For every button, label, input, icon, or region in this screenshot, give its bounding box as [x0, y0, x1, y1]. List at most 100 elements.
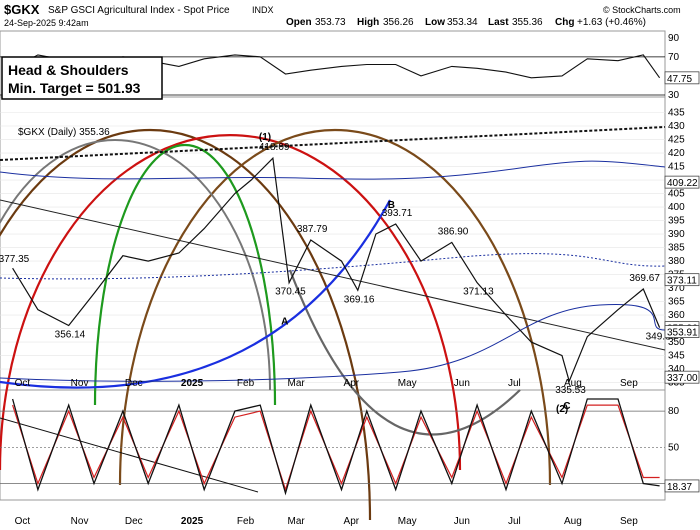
price-label-9: 335.53 — [555, 385, 586, 396]
cycle-arc-2 — [118, 128, 552, 486]
price-label-5: 369.16 — [344, 294, 375, 305]
cycle-arc-4 — [93, 143, 277, 406]
cycle-trough-arc — [288, 269, 521, 436]
open-value: 353.73 — [315, 17, 346, 28]
price-label-7: 386.90 — [438, 226, 469, 237]
annotation-line-1: Head & Shoulders — [8, 62, 129, 78]
price-x-label-7: May — [398, 378, 417, 389]
upper-band — [0, 160, 666, 180]
price-y-tick-18: 425 — [668, 135, 685, 146]
price-label-2: 418.09 — [259, 142, 290, 153]
blue-cycle-arc — [0, 199, 391, 389]
price-y-tick-5: 360 — [668, 310, 685, 321]
price-label-3: 387.79 — [297, 224, 328, 235]
upper-value-tag-box — [664, 71, 700, 85]
cycle-arc-0 — [0, 128, 372, 521]
upper-y-tick-0: 30 — [668, 90, 680, 101]
price-value-tag-1: 373.11 — [667, 276, 697, 287]
lower-value-tag: 18.37 — [667, 482, 692, 493]
neckline-dotted — [0, 126, 666, 161]
price-grid — [0, 112, 665, 383]
lower-x-label-7: May — [398, 516, 417, 527]
price-y-tick-13: 400 — [668, 202, 685, 213]
price-label-8: 371.13 — [463, 287, 494, 298]
price-y-tick-12: 395 — [668, 216, 685, 227]
price-x-label-11: Sep — [620, 378, 638, 389]
price-value-tag-4-box — [664, 370, 700, 384]
price-y-tick-6: 365 — [668, 297, 685, 308]
price-label-4: 370.45 — [275, 287, 306, 298]
upper-y-tick-2: 70 — [668, 52, 680, 63]
price-y-tick-17: 420 — [668, 148, 685, 159]
pattern-annotation: Head & Shoulders Min. Target = 501.93 — [1, 56, 163, 100]
annotation-line-2: Min. Target = 501.93 — [8, 80, 141, 96]
price-y-tick-16: 415 — [668, 162, 685, 173]
lower-x-label-1: Nov — [71, 516, 89, 527]
price-label-0: 377.35 — [0, 254, 30, 265]
price-y-tick-3: 350 — [668, 337, 685, 348]
price-y-tick-10: 385 — [668, 243, 685, 254]
price-label-11: 349.90 — [646, 332, 677, 343]
lower-x-label-5: Mar — [288, 516, 306, 527]
price-value-tag-0: 409.22 — [667, 178, 698, 189]
price-legend: $GKX (Daily) 355.36 — [18, 127, 110, 138]
chg-value: +1.63 (+0.46%) — [577, 17, 646, 28]
chart-header: $GKX S&P GSCI Agricultural Index - Spot … — [4, 2, 681, 28]
lower-band — [0, 303, 666, 382]
lower-x-label-0: Oct — [15, 516, 31, 527]
price-x-label-8: Jun — [454, 378, 470, 389]
price-value-tag-0-box — [664, 175, 700, 189]
cycle-arcs — [0, 126, 666, 521]
cycle-arc-3 — [0, 139, 271, 391]
price-y-tick-11: 390 — [668, 229, 685, 240]
last-label: Last — [488, 17, 509, 28]
lower-x-label-3: 2025 — [181, 516, 204, 527]
upper-value-tag: 47.75 — [667, 74, 692, 85]
low-label: Low — [425, 17, 445, 28]
annotation-box — [1, 56, 163, 100]
price-x-label-6: Apr — [344, 378, 360, 389]
middle-band — [0, 253, 666, 280]
high-label: High — [357, 17, 379, 28]
price-y-tick-1: 340 — [668, 364, 685, 375]
price-x-label-5: Mar — [288, 378, 306, 389]
price-x-label-3: 2025 — [181, 378, 204, 389]
price-x-label-4: Feb — [237, 378, 255, 389]
lower-x-label-10: Aug — [564, 516, 582, 527]
chg-label: Chg — [555, 17, 574, 28]
price-label-1: 356.14 — [55, 330, 86, 341]
high-value: 356.26 — [383, 17, 414, 28]
wave-label-a: A — [281, 317, 288, 328]
price-value-tag-3-box — [664, 325, 700, 338]
lower-x-label-2: Dec — [125, 516, 143, 527]
upper-y-tick-3: 90 — [668, 33, 680, 44]
price-x-label-0: Oct — [15, 378, 31, 389]
symbol: $GKX — [4, 2, 40, 17]
lower-k-line — [11, 398, 660, 496]
low-value: 353.34 — [447, 17, 478, 28]
price-y-tick-19: 430 — [668, 121, 685, 132]
price-value-tag-4: 337.00 — [667, 373, 698, 384]
lower-trendline — [0, 417, 259, 493]
price-x-label-10: Aug — [564, 378, 582, 389]
price-y-tick-20: 435 — [668, 108, 685, 119]
price-x-label-2: Dec — [125, 378, 143, 389]
price-panel — [0, 96, 666, 391]
watermark: © StockCharts.com — [603, 5, 681, 15]
price-chart: 377.35 356.14 418.09 387.79 370.45 369.16 393.… — [0, 132, 677, 412]
price-y-tick-7: 370 — [668, 283, 685, 294]
lower-value-tag-box — [664, 479, 700, 493]
axes: 3050709047.75335340345350355360365370375… — [15, 33, 700, 527]
price-x-label-1: Nov — [71, 378, 89, 389]
index-name: S&P GSCI Agricultural Index - Spot Price — [48, 5, 230, 16]
price-y-tick-2: 345 — [668, 351, 685, 362]
lower-oscillator-chart: (2) — [0, 398, 665, 496]
wave-label-2: (2) — [556, 404, 568, 415]
wave-label-c: C — [563, 401, 570, 412]
lower-d-line — [12, 404, 660, 492]
price-y-tick-14: 405 — [668, 189, 685, 200]
exchange: INDX — [252, 5, 274, 15]
open-label: Open — [286, 17, 312, 28]
lower-x-label-9: Jul — [508, 516, 521, 527]
